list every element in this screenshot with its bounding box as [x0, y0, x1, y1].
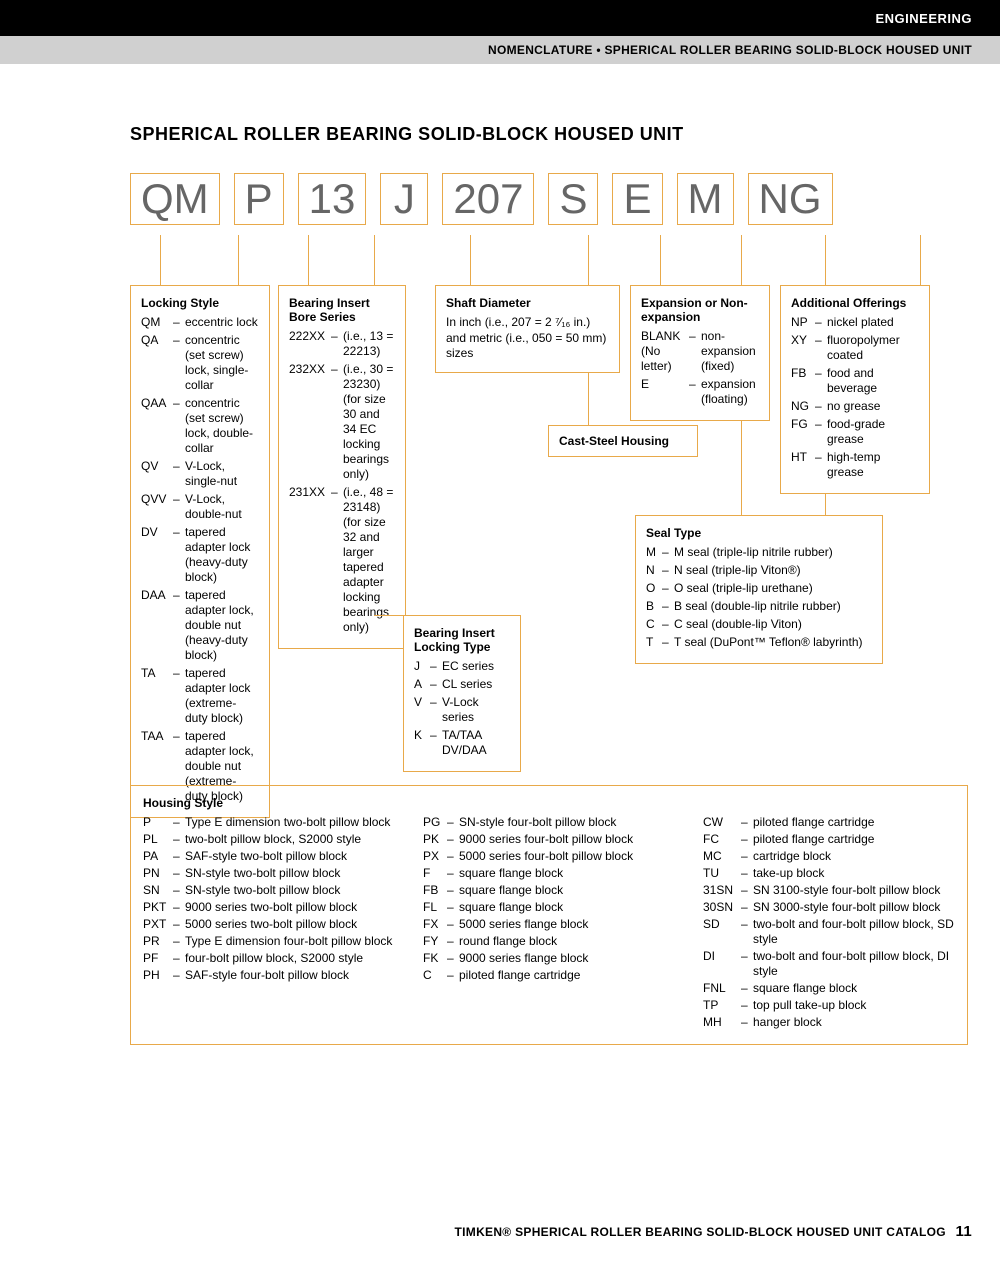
diagram-area: Locking Style QM–eccentric lock QA–concen… — [130, 235, 972, 995]
definition-row: PXT–5000 series two-bolt pillow block — [143, 917, 395, 932]
definition-row: PK–9000 series four-bolt pillow block — [423, 832, 675, 847]
definition-row: FB–food and beverage — [791, 366, 919, 396]
shaft-diameter-box: Shaft Diameter In inch (i.e., 207 = 2 ⁷⁄… — [435, 285, 620, 373]
header-category: ENGINEERING — [875, 11, 972, 26]
bearing-bore-title: Bearing Insert Bore Series — [289, 296, 395, 324]
header-subheader: NOMENCLATURE • SPHERICAL ROLLER BEARING … — [488, 43, 972, 57]
definition-row: NG–no grease — [791, 399, 919, 414]
definition-row: O–O seal (triple-lip urethane) — [646, 581, 872, 596]
definition-row: DI–two-bolt and four-bolt pillow block, … — [703, 949, 955, 979]
definition-row: 231XX–(i.e., 48 = 23148) (for size 32 an… — [289, 485, 395, 635]
code-box-7: M — [677, 173, 734, 225]
code-box-3: J — [380, 173, 428, 225]
expansion-box: Expansion or Non-expansion BLANK(Nolette… — [630, 285, 770, 421]
definition-row: PH–SAF-style four-bolt pillow block — [143, 968, 395, 983]
definition-row: MH–hanger block — [703, 1015, 955, 1030]
code-box-2: 13 — [298, 173, 367, 225]
code-box-5: S — [548, 173, 598, 225]
seal-type-title: Seal Type — [646, 526, 872, 540]
page-content: SPHERICAL ROLLER BEARING SOLID-BLOCK HOU… — [0, 64, 1000, 995]
definition-row: 30SN–SN 3000-style four-bolt pillow bloc… — [703, 900, 955, 915]
footer-text: TIMKEN® SPHERICAL ROLLER BEARING SOLID-B… — [455, 1225, 946, 1239]
main-title: SPHERICAL ROLLER BEARING SOLID-BLOCK HOU… — [130, 124, 972, 145]
definition-row: QVV–V-Lock, double-nut — [141, 492, 259, 522]
definition-row: N–N seal (triple-lip Viton®) — [646, 563, 872, 578]
code-box-8: NG — [748, 173, 833, 225]
shaft-diameter-text: In inch (i.e., 207 = 2 ⁷⁄₁₆ in.) and met… — [446, 315, 609, 362]
cast-steel-title: Cast-Steel Housing — [559, 434, 687, 448]
definition-row: T–T seal (DuPont™ Teflon® labyrinth) — [646, 635, 872, 650]
definition-row: K–TA/TAA DV/DAA — [414, 728, 510, 758]
definition-row: FX–5000 series flange block — [423, 917, 675, 932]
definition-row: J–EC series — [414, 659, 510, 674]
nomenclature-code-row: QM P 13 J 207 S E M NG — [130, 173, 972, 225]
code-box-1: P — [234, 173, 284, 225]
definition-row: FC–piloted flange cartridge — [703, 832, 955, 847]
bearing-bore-box: Bearing Insert Bore Series 222XX–(i.e., … — [278, 285, 406, 649]
definition-row: 222XX–(i.e., 13 = 22213) — [289, 329, 395, 359]
definition-row: V–V-Lock series — [414, 695, 510, 725]
definition-row: FL–square flange block — [423, 900, 675, 915]
definition-row: 31SN–SN 3100-style four-bolt pillow bloc… — [703, 883, 955, 898]
definition-row: C–C seal (double-lip Viton) — [646, 617, 872, 632]
code-box-4: 207 — [442, 173, 534, 225]
definition-row: SD–two-bolt and four-bolt pillow block, … — [703, 917, 955, 947]
footer-page: 11 — [956, 1223, 972, 1240]
definition-row: CW–piloted flange cartridge — [703, 815, 955, 830]
definition-row: P–Type E dimension two-bolt pillow block — [143, 815, 395, 830]
definition-row: PKT–9000 series two-bolt pillow block — [143, 900, 395, 915]
definition-row: QM–eccentric lock — [141, 315, 259, 330]
code-box-6: E — [612, 173, 662, 225]
housing-style-title: Housing Style — [143, 796, 955, 810]
definition-row: DV–tapered adapter lock (heavy-duty bloc… — [141, 525, 259, 585]
definition-row: PL–two-bolt pillow block, S2000 style — [143, 832, 395, 847]
bearing-locking-type-box: Bearing Insert Locking Type J–EC series A… — [403, 615, 521, 772]
seal-type-box: Seal Type M–M seal (triple-lip nitrile r… — [635, 515, 883, 664]
locking-style-title: Locking Style — [141, 296, 259, 310]
definition-row: QA–concentric (set screw) lock, single-c… — [141, 333, 259, 393]
cast-steel-box: Cast-Steel Housing — [548, 425, 698, 457]
expansion-title: Expansion or Non-expansion — [641, 296, 759, 324]
additional-title: Additional Offerings — [791, 296, 919, 310]
additional-box: Additional Offerings NP–nickel plated XY–… — [780, 285, 930, 494]
definition-row: 232XX–(i.e., 30 = 23230) (for size 30 an… — [289, 362, 395, 482]
definition-row: FNL–square flange block — [703, 981, 955, 996]
definition-row: HT–high-temp grease — [791, 450, 919, 480]
definition-row: NP–nickel plated — [791, 315, 919, 330]
definition-row: FK–9000 series flange block — [423, 951, 675, 966]
header-black-bar: ENGINEERING — [0, 0, 1000, 36]
code-box-0: QM — [130, 173, 220, 225]
definition-row: B–B seal (double-lip nitrile rubber) — [646, 599, 872, 614]
definition-row: TA–tapered adapter lock (extreme-duty bl… — [141, 666, 259, 726]
definition-row: QV–V-Lock, single-nut — [141, 459, 259, 489]
definition-row: XY–fluoropolymer coated — [791, 333, 919, 363]
definition-row: M–M seal (triple-lip nitrile rubber) — [646, 545, 872, 560]
shaft-diameter-title: Shaft Diameter — [446, 296, 609, 310]
definition-row: PN–SN-style two-bolt pillow block — [143, 866, 395, 881]
definition-row: A–CL series — [414, 677, 510, 692]
definition-row: TU–take-up block — [703, 866, 955, 881]
definition-row: SN–SN-style two-bolt pillow block — [143, 883, 395, 898]
definition-row: FB–square flange block — [423, 883, 675, 898]
definition-row: PX–5000 series four-bolt pillow block — [423, 849, 675, 864]
definition-row: F–square flange block — [423, 866, 675, 881]
definition-row: FG–food-grade grease — [791, 417, 919, 447]
definition-row: QAA–concentric (set screw) lock, double-… — [141, 396, 259, 456]
footer: TIMKEN® SPHERICAL ROLLER BEARING SOLID-B… — [455, 1223, 972, 1240]
definition-row: FY–round flange block — [423, 934, 675, 949]
definition-row: C–piloted flange cartridge — [423, 968, 675, 983]
definition-row: PA–SAF-style two-bolt pillow block — [143, 849, 395, 864]
definition-row: PR–Type E dimension four-bolt pillow blo… — [143, 934, 395, 949]
definition-row: DAA–tapered adapter lock, double nut (he… — [141, 588, 259, 663]
definition-row: MC–cartridge block — [703, 849, 955, 864]
housing-style-box: Housing Style P–Type E dimension two-bol… — [130, 785, 968, 1045]
definition-row: TP–top pull take-up block — [703, 998, 955, 1013]
bearing-locking-type-title: Bearing Insert Locking Type — [414, 626, 510, 654]
header-grey-bar: NOMENCLATURE • SPHERICAL ROLLER BEARING … — [0, 36, 1000, 64]
locking-style-box: Locking Style QM–eccentric lock QA–concen… — [130, 285, 270, 818]
definition-row: PF–four-bolt pillow block, S2000 style — [143, 951, 395, 966]
definition-row: PG–SN-style four-bolt pillow block — [423, 815, 675, 830]
